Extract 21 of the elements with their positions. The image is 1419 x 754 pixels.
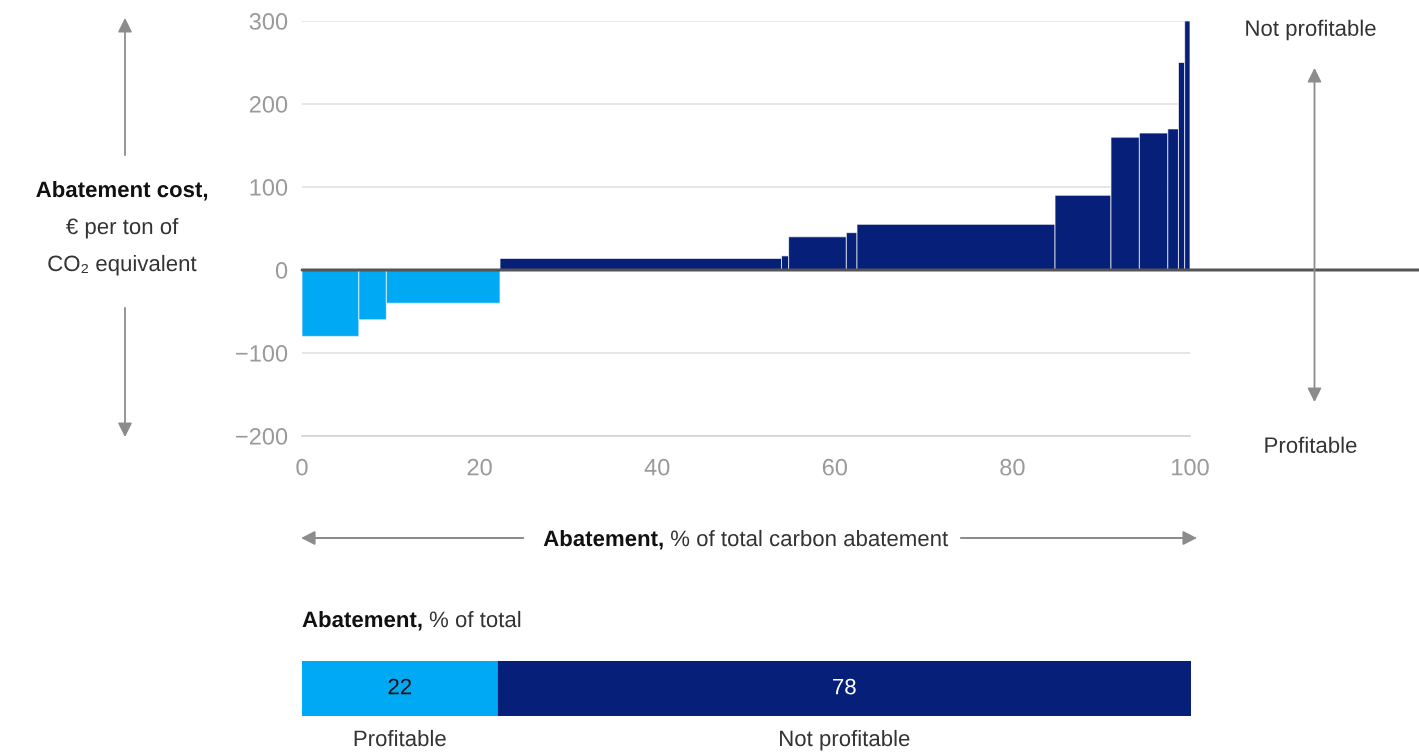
y-tick-label: −200 [236,428,288,445]
series-label: Profitable [354,729,446,747]
x-axis-title: Abatement, % of total carbon abatement [543,529,949,550]
text: Profitable [1265,436,1357,453]
x-tick-label: 60 [822,458,848,476]
y-tick-label: 200 [249,96,288,113]
x-tick-label: 100 [1172,458,1209,476]
y-tick-label: 100 [250,179,288,196]
y-tick-label: 0 [275,262,288,279]
y-tick-label: 300 [249,13,288,30]
chart-title: Abatement, % of total [302,610,521,631]
y-tick-label: −100 [236,345,288,362]
x-tick-label: 20 [467,458,492,476]
data-label: 78 [833,678,856,695]
x-tick-label: 80 [1000,458,1025,476]
x-tick-label: 40 [644,458,670,476]
y-axis-title: Abatement cost, € per ton of CO₂ equivalent [36,180,208,276]
series-label: Not profitable [780,729,910,751]
x-tick-label: 0 [296,458,308,476]
text: Not profitable [1246,19,1376,41]
data-label: 22 [388,678,412,695]
